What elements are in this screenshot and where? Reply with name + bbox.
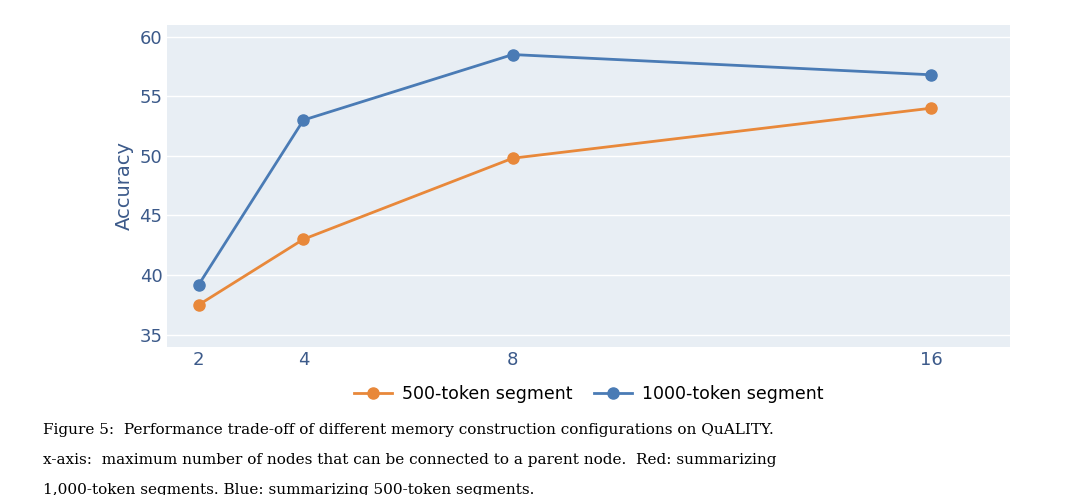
- Text: x-axis:  maximum number of nodes that can be connected to a parent node.  Red: s: x-axis: maximum number of nodes that can…: [43, 453, 777, 467]
- Legend: 500-token segment, 1000-token segment: 500-token segment, 1000-token segment: [347, 378, 831, 409]
- 1000-token segment: [297, 117, 310, 123]
- Text: 1,000-token segments. Blue: summarizing 500-token segments.: 1,000-token segments. Blue: summarizing …: [43, 483, 535, 495]
- 500-token segment: [924, 105, 937, 111]
- 500-token segment: [192, 302, 205, 308]
- Line: 500-token segment: 500-token segment: [193, 102, 936, 310]
- Y-axis label: Accuracy: Accuracy: [114, 141, 134, 230]
- 1000-token segment: [192, 282, 205, 288]
- Text: Figure 5:  Performance trade-off of different memory construction configurations: Figure 5: Performance trade-off of diffe…: [43, 423, 774, 437]
- 1000-token segment: [924, 72, 937, 78]
- Line: 1000-token segment: 1000-token segment: [193, 49, 936, 290]
- 500-token segment: [507, 155, 519, 161]
- 500-token segment: [297, 236, 310, 242]
- 1000-token segment: [507, 51, 519, 57]
